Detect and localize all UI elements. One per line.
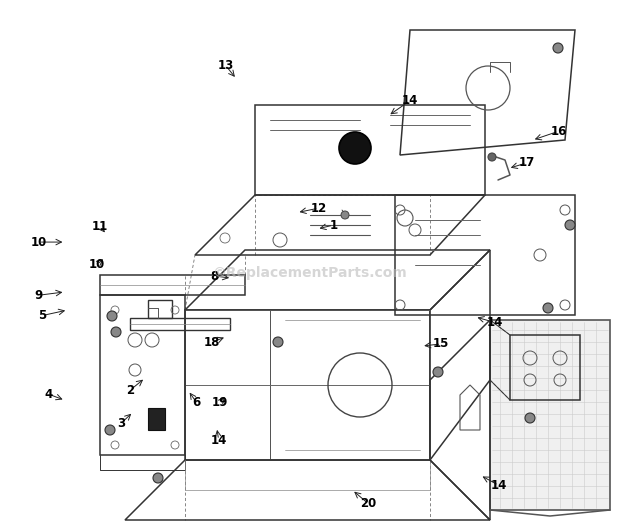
Circle shape (525, 413, 535, 423)
Text: 4: 4 (45, 388, 53, 401)
Circle shape (543, 303, 553, 313)
Text: 14: 14 (402, 94, 418, 107)
Text: 13: 13 (217, 58, 234, 72)
Circle shape (553, 43, 563, 53)
Text: 15: 15 (433, 337, 450, 350)
Text: 12: 12 (311, 201, 327, 215)
Text: 5: 5 (38, 309, 46, 322)
Text: 10: 10 (89, 258, 105, 271)
Text: 1: 1 (329, 219, 337, 231)
Polygon shape (490, 320, 610, 510)
Circle shape (153, 473, 163, 483)
Text: 3: 3 (117, 417, 125, 430)
Circle shape (111, 327, 121, 337)
Circle shape (339, 132, 371, 164)
Circle shape (488, 153, 496, 161)
Circle shape (273, 337, 283, 347)
Text: 6: 6 (193, 396, 201, 409)
Text: 2: 2 (126, 384, 134, 397)
Text: 10: 10 (30, 236, 46, 249)
Text: 8: 8 (211, 269, 219, 282)
Polygon shape (148, 408, 165, 430)
Circle shape (107, 311, 117, 321)
Text: 19: 19 (212, 396, 228, 409)
Circle shape (105, 425, 115, 435)
Text: 14: 14 (210, 433, 227, 447)
Text: ©ReplacementParts.com: ©ReplacementParts.com (213, 266, 407, 280)
Circle shape (565, 220, 575, 230)
Circle shape (341, 211, 349, 219)
Text: 14: 14 (490, 479, 507, 492)
Text: 14: 14 (487, 316, 503, 329)
Text: 11: 11 (92, 220, 108, 232)
Text: 18: 18 (204, 336, 220, 349)
Text: 20: 20 (360, 497, 376, 510)
Circle shape (433, 367, 443, 377)
Text: 17: 17 (518, 156, 535, 169)
Text: 16: 16 (551, 125, 567, 138)
Text: 9: 9 (35, 289, 43, 302)
